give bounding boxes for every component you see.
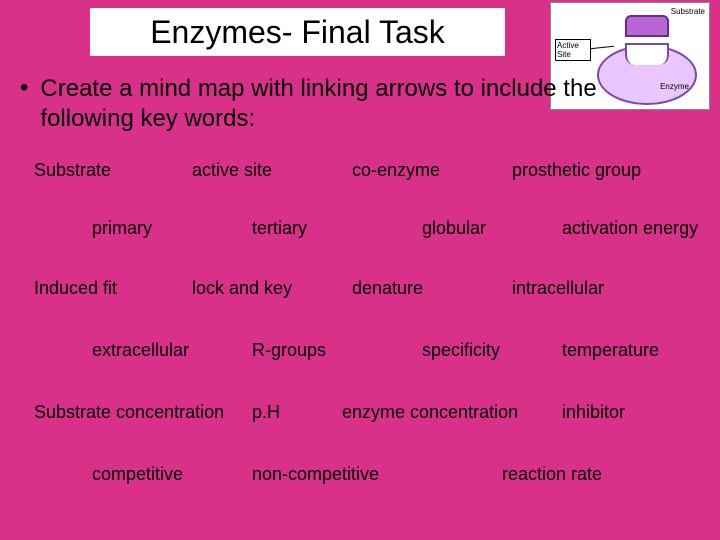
- pointer-line: [590, 46, 614, 50]
- keyword: non-competitive: [252, 464, 379, 485]
- title-box: Enzymes- Final Task: [90, 8, 505, 56]
- keyword: lock and key: [192, 278, 292, 299]
- keyword: globular: [422, 218, 486, 239]
- substrate-shape: [625, 15, 669, 37]
- keyword: denature: [352, 278, 423, 299]
- keyword: competitive: [92, 464, 183, 485]
- keywords-box: Substrate active site co-enzyme prosthet…: [22, 150, 702, 520]
- keyword: p.H: [252, 402, 280, 423]
- keyword: activation energy: [562, 218, 698, 239]
- enzyme-label: Enzyme: [660, 82, 689, 91]
- keyword: intracellular: [512, 278, 604, 299]
- substrate-label: Substrate: [671, 7, 705, 16]
- keyword: prosthetic group: [512, 160, 641, 181]
- keyword: Substrate: [34, 160, 111, 181]
- bullet-text: Create a mind map with linking arrows to…: [40, 74, 620, 134]
- active-site-shape: [625, 43, 669, 65]
- keyword: temperature: [562, 340, 659, 361]
- keyword: extracellular: [92, 340, 189, 361]
- keyword: inhibitor: [562, 402, 625, 423]
- slide-title: Enzymes- Final Task: [150, 14, 445, 51]
- keyword: reaction rate: [502, 464, 602, 485]
- keyword: Induced fit: [34, 278, 117, 299]
- bullet-icon: •: [20, 74, 28, 103]
- bullet-row: • Create a mind map with linking arrows …: [20, 74, 620, 134]
- keyword: primary: [92, 218, 152, 239]
- keyword: tertiary: [252, 218, 307, 239]
- keyword: specificity: [422, 340, 500, 361]
- keyword: Substrate concentration: [34, 402, 224, 423]
- keyword: enzyme concentration: [342, 402, 518, 423]
- active-site-label: Active Site: [555, 39, 591, 61]
- keyword: R-groups: [252, 340, 326, 361]
- keyword: co-enzyme: [352, 160, 440, 181]
- slide: Enzymes- Final Task Substrate Active Sit…: [0, 0, 720, 540]
- keyword: active site: [192, 160, 272, 181]
